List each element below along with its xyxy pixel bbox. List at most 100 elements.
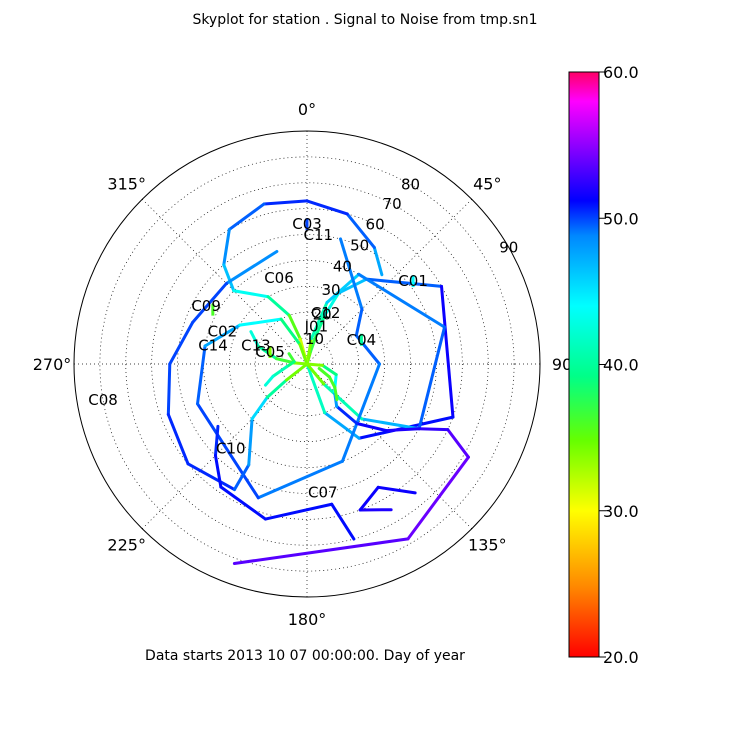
satellite-track xyxy=(249,330,260,348)
satellite-label: 80 xyxy=(401,176,420,194)
satellite-track xyxy=(219,485,267,521)
satellite-track xyxy=(411,275,415,288)
satellite-track xyxy=(358,485,380,512)
satellite-track xyxy=(263,374,275,387)
satellite-track xyxy=(256,344,278,361)
satellite-track xyxy=(337,277,368,295)
colorbar-fill xyxy=(568,71,600,658)
satellite-track xyxy=(360,417,421,431)
satellite-track xyxy=(355,421,388,433)
satellite-track xyxy=(247,417,254,467)
colorbar-tick-label: 20.0 xyxy=(603,648,639,667)
satellite-track xyxy=(305,199,349,216)
satellite-track xyxy=(287,352,296,364)
colorbar: 20.0 30.0 40.0 50.0 60.0 xyxy=(568,63,639,667)
satellite-track xyxy=(309,332,319,354)
chart-title: Skyplot for station . Signal to Noise fr… xyxy=(192,12,538,28)
satellite-track xyxy=(446,428,470,459)
satellite-track xyxy=(327,375,337,389)
satellite-track xyxy=(354,307,364,338)
satellite-track xyxy=(323,291,341,317)
satellite-track xyxy=(227,202,266,231)
satellite-track xyxy=(265,378,289,399)
satellite-track xyxy=(333,385,339,402)
satellite-track xyxy=(284,360,296,369)
grid-circle xyxy=(99,156,515,572)
satellite-track xyxy=(232,289,270,299)
satellite-track xyxy=(305,362,327,415)
theta-tick-label: 45° xyxy=(473,175,501,194)
satellite-track xyxy=(322,382,364,421)
satellite-track xyxy=(203,323,242,348)
satellite-track xyxy=(335,404,359,425)
satellite-track xyxy=(292,361,309,366)
theta-tick-label: 90 xyxy=(552,355,572,374)
satellite-track xyxy=(345,212,376,249)
satellite-track xyxy=(191,281,228,324)
satellite-track xyxy=(166,362,172,416)
colorbar-tick-label: 40.0 xyxy=(603,356,639,375)
satellite-track xyxy=(196,344,207,406)
satellite-label: C09 xyxy=(191,297,221,315)
grid-circle xyxy=(280,337,334,391)
satellite-label: C05 xyxy=(255,343,285,361)
satellite-label: C07 xyxy=(308,483,338,501)
colorbar-tick-label: 60.0 xyxy=(603,63,639,82)
theta-tick-label: 180° xyxy=(288,610,327,629)
satellite-label: 40 xyxy=(333,258,352,276)
satellite-track xyxy=(417,427,450,432)
plot-boundary xyxy=(73,130,541,598)
satellite-label: 20 xyxy=(313,305,332,323)
satellite-track xyxy=(309,300,329,341)
satellite-track xyxy=(357,272,447,329)
theta-tick-label: 225° xyxy=(107,535,146,554)
satellite-track xyxy=(268,345,272,358)
satellite-label: 30 xyxy=(321,281,340,299)
satellite-track xyxy=(339,237,364,311)
satellite-label: C01 xyxy=(398,272,428,290)
satellite-track xyxy=(213,424,220,458)
satellite-track xyxy=(317,366,331,379)
satellite-label: C13 xyxy=(241,336,271,354)
satellite-track xyxy=(330,502,356,541)
satellite-label: 70 xyxy=(383,195,402,213)
satellite-track xyxy=(440,284,455,419)
satellite-label: C02 xyxy=(208,323,238,341)
satellite-track xyxy=(232,537,410,565)
satellite-track xyxy=(315,313,327,336)
satellite-track xyxy=(262,199,309,206)
satellite-track xyxy=(266,295,291,317)
grid-spoke xyxy=(306,363,473,530)
theta-tick-label: 0° xyxy=(298,100,316,119)
satellite-track xyxy=(372,245,384,277)
grid-circle xyxy=(228,285,386,443)
satellite-tracks xyxy=(166,199,470,565)
grid-spoke xyxy=(141,198,308,365)
satellite-label: 50 xyxy=(350,237,369,255)
satellite-track xyxy=(384,427,421,433)
grid-circle xyxy=(125,182,489,546)
satellite-track xyxy=(305,218,309,231)
satellite-track xyxy=(406,455,470,541)
satellite-track xyxy=(271,365,288,378)
satellite-label: 60 xyxy=(366,215,385,233)
satellite-track xyxy=(222,227,231,267)
theta-tick-label: 270° xyxy=(33,355,72,374)
satellite-track xyxy=(213,454,223,489)
satellite-track xyxy=(287,313,302,341)
satellite-track xyxy=(211,303,215,316)
satellite-track xyxy=(196,402,260,500)
colorbar-tick-label: 50.0 xyxy=(603,209,639,228)
satellite-track xyxy=(305,362,326,386)
satellite-labels: J0110C122030405060708090C06C11C03C09C02C… xyxy=(88,176,518,502)
satellite-track xyxy=(238,317,283,327)
satellite-track xyxy=(168,320,195,366)
satellite-track xyxy=(233,463,251,492)
grid-circle xyxy=(151,208,463,520)
satellite-track xyxy=(256,459,344,500)
colorbar-tick-label: 30.0 xyxy=(603,502,639,521)
satellite-track xyxy=(364,277,444,288)
satellite-label: J01 xyxy=(304,317,329,335)
satellite-label: 10 xyxy=(305,330,324,348)
